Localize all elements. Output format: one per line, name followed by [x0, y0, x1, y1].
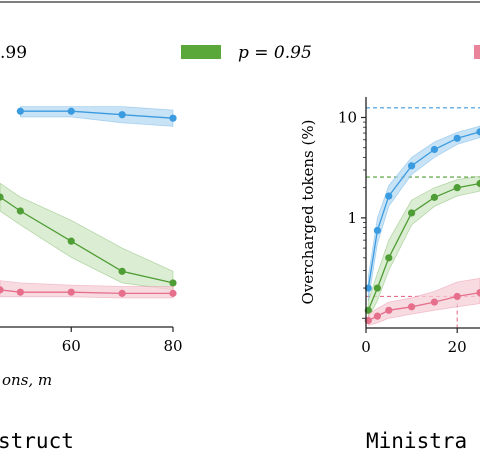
left-x-ticks: 60 80: [62, 327, 183, 355]
right-plot-marks: [364, 107, 480, 328]
right-y-tick-label-2: 10: [338, 108, 357, 126]
right-series-3-point-3: [385, 306, 393, 314]
right-series-1-point-7: [476, 128, 480, 136]
legend-label-2: p = 0.95: [238, 43, 312, 63]
left-series-1-point-2: [67, 107, 75, 115]
right-series-3-band: [367, 277, 480, 326]
right-series-3-point-5: [430, 298, 438, 306]
legend-label-1: .99: [0, 43, 27, 63]
legend-swatch-3: [474, 45, 480, 59]
left-series-1-point-3: [118, 111, 126, 119]
left-panel-title: struct: [0, 429, 74, 453]
left-series-1-point-1: [16, 107, 24, 115]
right-series-2-point-3: [385, 254, 393, 262]
right-series-1-point-3: [385, 192, 393, 200]
left-series-3-point-4: [118, 289, 126, 297]
left-panel: 60 80 ons, m struct: [0, 106, 183, 453]
left-series-3-point-3: [67, 288, 75, 296]
right-ticks: 0 20 1 10: [338, 108, 467, 356]
left-series-3-point-2: [16, 288, 24, 296]
legend-swatch-2: [181, 45, 221, 59]
left-series-2-point-3: [67, 237, 75, 245]
right-series-1-band: [367, 125, 480, 301]
right-x-tick-label-2: 20: [448, 338, 467, 356]
left-series-3-point-1: [0, 286, 4, 294]
left-series-2-band: [0, 182, 174, 291]
right-series-3-point-4: [408, 303, 416, 311]
right-y-axis-label: Overcharged tokens (%): [299, 120, 317, 305]
right-panel-title: Ministra: [366, 429, 467, 453]
right-series-1-point-4: [408, 162, 416, 170]
right-series-1-point-5: [430, 145, 438, 154]
left-series-2-point-1: [0, 193, 4, 201]
right-series-3-point-7: [476, 289, 480, 297]
right-series-2-point-5: [430, 193, 438, 201]
left-x-tick-label-1: 60: [62, 337, 81, 355]
left-series-1-point-4: [169, 114, 177, 122]
left-series-3-point-5: [169, 289, 177, 297]
right-series-2-point-4: [408, 209, 416, 217]
right-series-1-point-6: [453, 134, 461, 142]
right-series-2-point-6: [453, 184, 461, 192]
legend: .99 p = 0.95: [0, 43, 480, 63]
left-x-tick-label-2: 80: [163, 337, 182, 355]
right-y-tick-label-1: 1: [347, 209, 357, 227]
right-series-1-point-2: [373, 226, 381, 235]
right-panel: 0 20 1 10 Overcharged tokens (%) Ministra: [299, 97, 480, 453]
left-series-1-line: [20, 110, 174, 119]
right-x-tick-label-1: 0: [361, 338, 371, 356]
left-series-2-point-4: [118, 267, 126, 275]
left-x-axis-label: ons, m: [2, 371, 52, 389]
right-series-2-point-7: [476, 179, 480, 188]
right-series-3-point-2: [373, 312, 381, 320]
right-series-3-point-6: [453, 292, 461, 301]
right-series-2-point-2: [373, 284, 381, 292]
left-series-2-point-2: [16, 207, 24, 215]
left-plot-marks: [0, 106, 177, 299]
left-series-2-point-5: [169, 279, 177, 287]
